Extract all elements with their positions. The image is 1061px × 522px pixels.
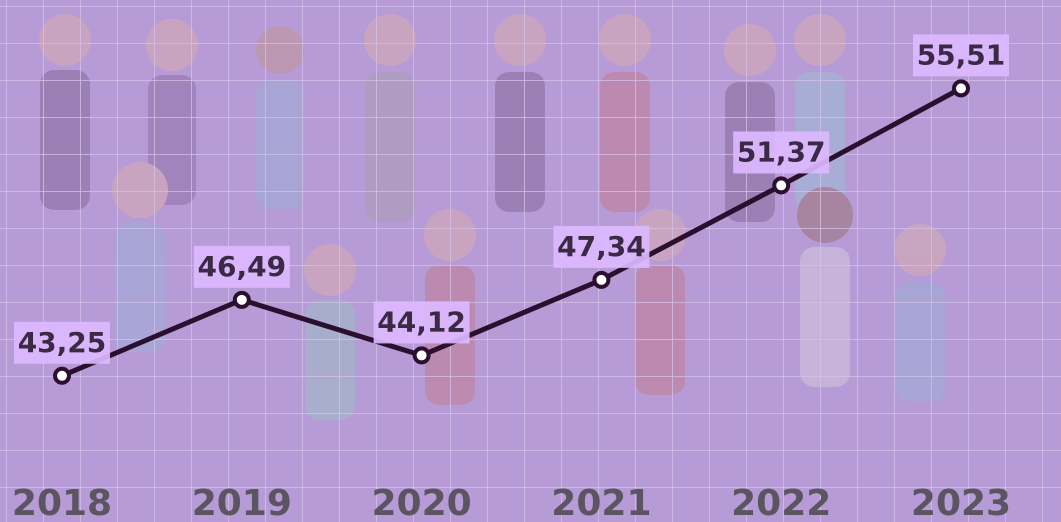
point-marker <box>772 176 791 195</box>
value-label: 44,12 <box>377 305 466 338</box>
value-label: 43,25 <box>18 326 107 359</box>
value-label-box <box>913 34 1009 77</box>
value-label-box <box>553 225 650 268</box>
point-marker <box>412 346 431 365</box>
value-label-box <box>733 131 830 174</box>
value-label-box <box>14 321 110 364</box>
value-label: 46,49 <box>198 250 287 283</box>
point-marker <box>592 270 611 289</box>
x-tick-label: 2018 <box>12 483 112 522</box>
x-tick-label: 2022 <box>731 483 831 522</box>
value-label: 55,51 <box>917 38 1006 71</box>
value-label-box <box>193 245 290 288</box>
x-tick-label: 2021 <box>551 483 651 522</box>
value-label: 47,34 <box>557 230 646 263</box>
x-tick-label: 2020 <box>371 483 471 522</box>
point-marker <box>952 79 970 98</box>
x-tick-label: 2019 <box>192 483 292 522</box>
value-label-box <box>373 301 470 344</box>
value-label: 51,37 <box>737 135 826 168</box>
point-marker <box>232 290 251 309</box>
x-tick-label: 2023 <box>911 483 1011 522</box>
point-marker <box>53 366 71 385</box>
